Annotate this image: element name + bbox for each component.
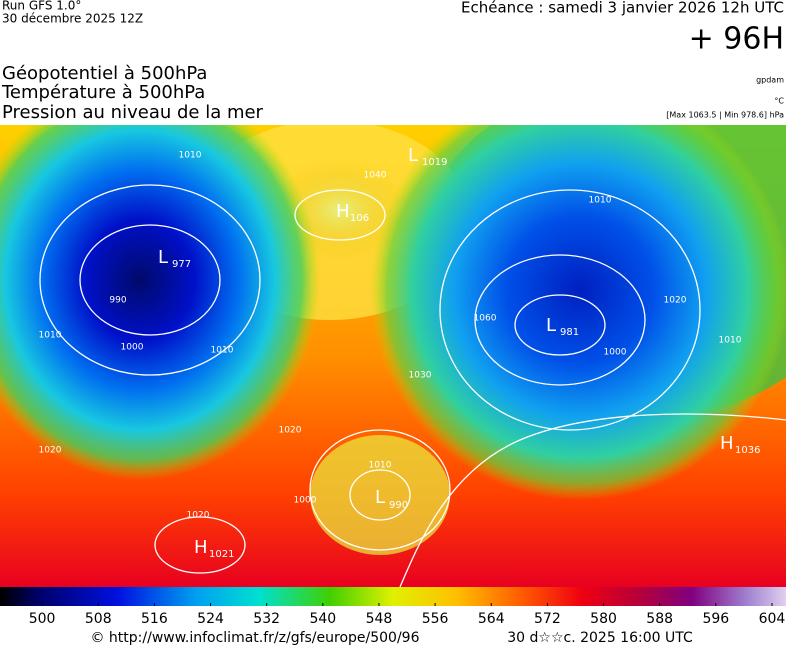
colorbar-tick-label: 540: [309, 611, 336, 627]
contour-label: 1010: [719, 336, 742, 346]
pressure-symbol: L: [546, 315, 556, 336]
contour-label: 1020: [39, 446, 62, 456]
pressure-range: [Max 1063.5 | Min 978.6] hPa: [666, 111, 784, 120]
contour-label: 1010: [589, 196, 612, 206]
map-labels: L 977 H 106 L 1019 L 981 L 990 H 1021 H 1036: [158, 145, 760, 560]
contour-labels: 1010 1000 990 1010 1040 1010 1020 1030 1000 1060 1…: [39, 151, 742, 521]
title: Température à 500hPa: [1, 82, 205, 103]
contour-label: 1010: [369, 461, 392, 471]
colorbar: [0, 587, 786, 606]
contour-label: 1030: [409, 371, 432, 381]
pressure-symbol: H: [720, 433, 734, 454]
pressure-value: 977: [172, 259, 191, 270]
pressure-value: 990: [389, 500, 408, 511]
pressure-value: 1036: [735, 445, 760, 456]
colorbar-tick-label: 588: [646, 611, 673, 627]
unit: °C: [774, 97, 784, 106]
contour-label: 1020: [187, 511, 210, 521]
colorbar-tick-label: 596: [702, 611, 729, 627]
contour-label: 1000: [294, 496, 317, 506]
timestamp: 30 d☆☆c. 2025 16:00 UTC: [507, 630, 693, 646]
lead-time: + 96H: [689, 22, 784, 57]
run: Run GFS 1.0°: [2, 0, 81, 13]
echeance: Echéance : samedi 3 janvier 2026 12h UTC: [461, 0, 784, 17]
pressure-symbol: H: [194, 537, 208, 558]
contour-label: 1010: [211, 346, 234, 356]
contour-label: 1020: [279, 426, 302, 436]
title: Pression au niveau de la mer: [2, 102, 264, 123]
contour-label: 1010: [179, 151, 202, 161]
colorbar-tick-label: 572: [534, 611, 561, 627]
source-url: © http://www.infoclimat.fr/z/gfs/europe/…: [90, 630, 419, 646]
pressure-symbol: H: [336, 201, 350, 222]
colorbar-tick-label: 548: [366, 611, 393, 627]
pressure-symbol: L: [375, 487, 385, 508]
colorbar-tick-label: 604: [759, 611, 786, 627]
contour-label: 1000: [121, 343, 144, 353]
colorbar-tick-label: 508: [85, 611, 112, 627]
map: [0, 125, 786, 587]
pressure-symbol: L: [158, 247, 168, 268]
colorbar-tick-label: 532: [253, 611, 280, 627]
contour-label: 1000: [604, 348, 627, 358]
colorbar-tick-label: 556: [422, 611, 449, 627]
pressure-value: 1021: [209, 549, 234, 560]
pressure-value: 106: [350, 213, 369, 224]
colorbar-ticks: 500 508 516 524 532 540 548 556 564 572 580 588 596 6…: [29, 603, 786, 627]
contour-label: 1010: [39, 331, 62, 341]
contour-label: 1060: [474, 314, 497, 324]
title: Géopotentiel à 500hPa: [2, 63, 207, 84]
contour-label: 1020: [664, 296, 687, 306]
run-date: 30 décembre 2025 12Z: [2, 12, 143, 26]
pressure-symbol: L: [408, 145, 418, 166]
pressure-value: 981: [560, 327, 579, 338]
contour-label: 1040: [364, 171, 387, 181]
unit: gpdam: [756, 76, 784, 85]
contour-label: 990: [109, 296, 126, 306]
colorbar-tick-label: 516: [141, 611, 168, 627]
colorbar-tick-label: 580: [590, 611, 617, 627]
colorbar-tick-label: 564: [478, 611, 505, 627]
colorbar-tick-label: 524: [197, 611, 224, 627]
pressure-value: 1019: [422, 157, 447, 168]
colorbar-tick-label: 500: [29, 611, 56, 627]
